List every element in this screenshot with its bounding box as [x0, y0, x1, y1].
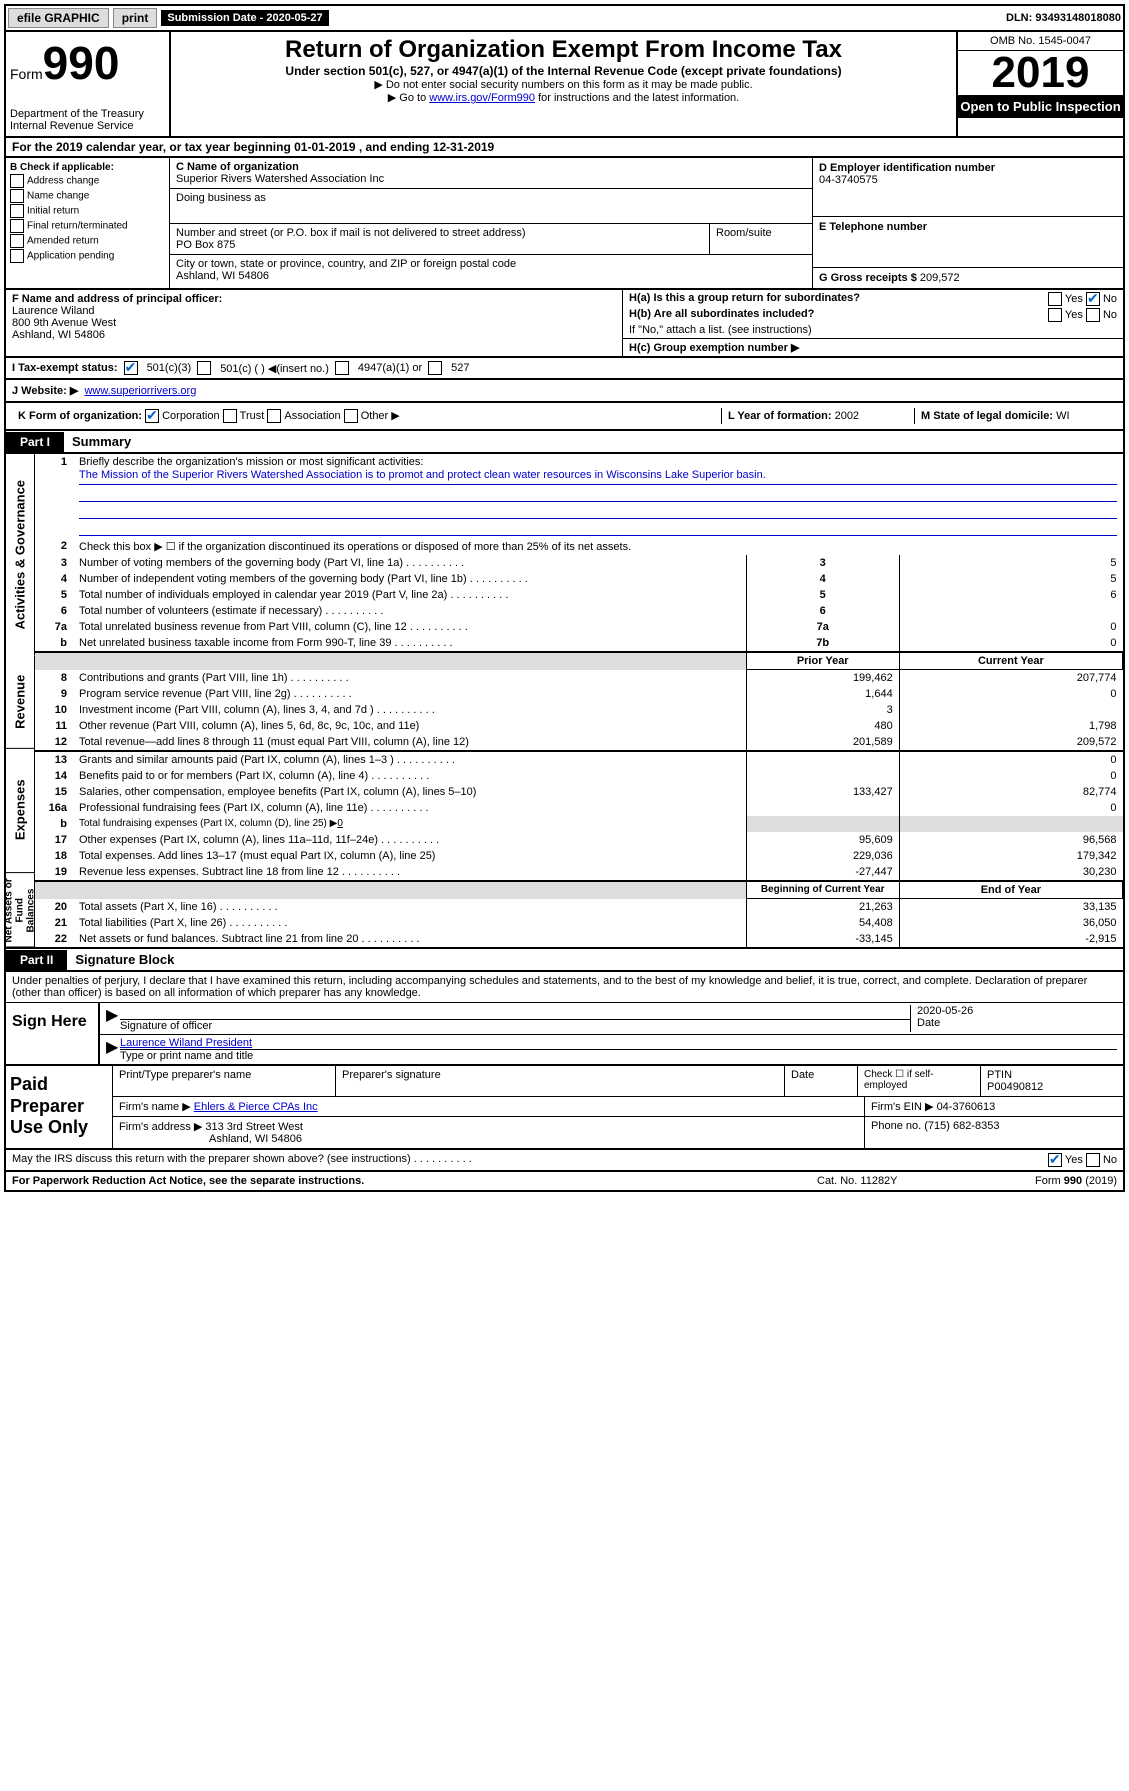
- tax-period: For the 2019 calendar year, or tax year …: [4, 138, 1125, 158]
- entity-block: B Check if applicable: Address change Na…: [4, 158, 1125, 290]
- part1-header: Part I Summary: [4, 431, 1125, 454]
- firm-link[interactable]: Ehlers & Pierce CPAs Inc: [194, 1101, 318, 1113]
- dln: DLN: 93493148018080: [1006, 12, 1121, 24]
- summary: Activities & Governance Revenue Expenses…: [4, 454, 1125, 949]
- form-label: Form: [10, 66, 43, 82]
- paid-preparer: Paid Preparer Use Only Print/Type prepar…: [4, 1066, 1125, 1150]
- form-subtitle-2: ▶ Do not enter social security numbers o…: [175, 78, 952, 91]
- org-address: PO Box 875: [176, 239, 235, 251]
- form-title: Return of Organization Exempt From Incom…: [175, 36, 952, 64]
- section-de: D Employer identification number 04-3740…: [812, 158, 1123, 288]
- section-c: C Name of organization Superior Rivers W…: [170, 158, 812, 288]
- website-link[interactable]: www.superiorrivers.org: [84, 385, 196, 397]
- form-number: 990: [43, 37, 120, 89]
- dept-irs: Internal Revenue Service: [10, 120, 165, 132]
- mission-text: The Mission of the Superior Rivers Water…: [79, 468, 1117, 485]
- gross-receipts: 209,572: [920, 272, 960, 284]
- section-b: B Check if applicable: Address change Na…: [6, 158, 170, 288]
- part2-header: Part II Signature Block: [4, 949, 1125, 972]
- ein: 04-3740575: [819, 174, 1117, 186]
- print-button[interactable]: print: [113, 8, 158, 28]
- efile-button[interactable]: efile GRAPHIC: [8, 8, 109, 28]
- topbar: efile GRAPHIC print Submission Date - 20…: [4, 4, 1125, 32]
- submission-date: Submission Date - 2020-05-27: [161, 10, 328, 26]
- form-subtitle-1: Under section 501(c), 527, or 4947(a)(1)…: [175, 64, 952, 78]
- org-city: Ashland, WI 54806: [176, 270, 269, 282]
- form-header: Form990 Department of the Treasury Inter…: [4, 32, 1125, 138]
- form-subtitle-3: ▶ Go to www.irs.gov/Form990 for instruct…: [175, 91, 952, 104]
- open-inspection: Open to Public Inspection: [958, 95, 1123, 118]
- section-k: K Form of organization: Corporation Trus…: [4, 403, 1125, 431]
- signer-name[interactable]: Laurence Wiland President: [120, 1037, 252, 1049]
- section-j: J Website: ▶ www.superiorrivers.org: [4, 380, 1125, 403]
- irs-link[interactable]: www.irs.gov/Form990: [429, 92, 535, 104]
- org-name: Superior Rivers Watershed Association In…: [176, 173, 384, 185]
- section-i: I Tax-exempt status: 501(c)(3) 501(c) ( …: [4, 358, 1125, 380]
- footer: For Paperwork Reduction Act Notice, see …: [4, 1172, 1125, 1192]
- signature-block: Under penalties of perjury, I declare th…: [4, 972, 1125, 1066]
- tax-year: 2019: [958, 51, 1123, 95]
- discuss-row: May the IRS discuss this return with the…: [4, 1150, 1125, 1172]
- principal-row: F Name and address of principal officer:…: [4, 290, 1125, 358]
- dept-treasury: Department of the Treasury: [10, 108, 165, 120]
- officer-name: Laurence Wiland: [12, 305, 616, 317]
